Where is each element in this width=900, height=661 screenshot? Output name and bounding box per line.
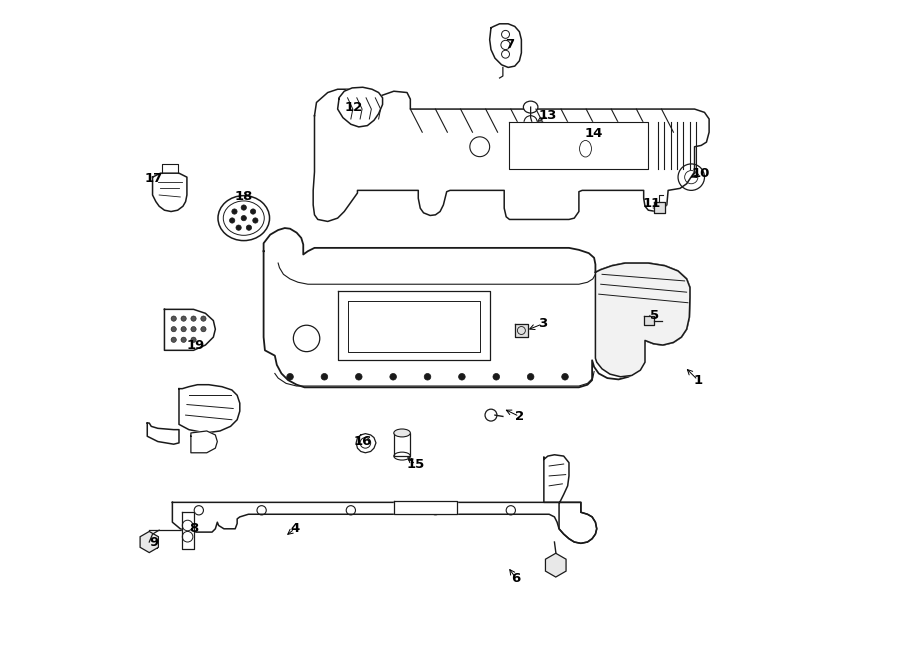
Text: 6: 6 — [511, 572, 521, 585]
Circle shape — [250, 209, 256, 214]
Polygon shape — [338, 87, 382, 127]
Polygon shape — [183, 512, 194, 549]
Text: 9: 9 — [149, 535, 158, 549]
Polygon shape — [148, 423, 179, 444]
Circle shape — [424, 373, 431, 380]
Circle shape — [356, 373, 362, 380]
Polygon shape — [394, 501, 456, 514]
Circle shape — [191, 316, 196, 321]
Circle shape — [241, 205, 247, 210]
Polygon shape — [338, 291, 490, 360]
Polygon shape — [173, 502, 597, 543]
Circle shape — [181, 316, 186, 321]
Polygon shape — [394, 433, 410, 456]
Text: 8: 8 — [189, 522, 198, 535]
Circle shape — [253, 218, 258, 223]
Polygon shape — [165, 309, 215, 350]
Circle shape — [459, 373, 465, 380]
Polygon shape — [179, 385, 239, 433]
Ellipse shape — [524, 101, 538, 113]
Polygon shape — [509, 122, 648, 169]
Text: 12: 12 — [345, 100, 364, 114]
Polygon shape — [356, 434, 376, 453]
Circle shape — [171, 327, 176, 332]
Polygon shape — [313, 89, 709, 221]
Circle shape — [562, 373, 568, 380]
Text: 7: 7 — [505, 38, 514, 52]
Circle shape — [181, 337, 186, 342]
Polygon shape — [653, 202, 665, 213]
Circle shape — [201, 316, 206, 321]
Circle shape — [321, 373, 328, 380]
Polygon shape — [264, 228, 690, 387]
Text: 5: 5 — [651, 309, 660, 322]
Circle shape — [191, 327, 196, 332]
Ellipse shape — [394, 429, 410, 437]
Polygon shape — [544, 455, 597, 543]
Text: 13: 13 — [538, 109, 557, 122]
Circle shape — [171, 316, 176, 321]
Polygon shape — [347, 301, 480, 352]
Circle shape — [493, 373, 500, 380]
Text: 16: 16 — [354, 435, 372, 448]
Polygon shape — [153, 173, 187, 212]
Text: 10: 10 — [692, 167, 710, 180]
Text: 14: 14 — [585, 127, 603, 140]
Text: 4: 4 — [290, 522, 300, 535]
Polygon shape — [191, 431, 217, 453]
Ellipse shape — [576, 136, 596, 161]
Circle shape — [191, 337, 196, 342]
Circle shape — [247, 225, 252, 230]
Text: 2: 2 — [515, 410, 524, 423]
Circle shape — [287, 373, 293, 380]
Circle shape — [232, 209, 237, 214]
Circle shape — [527, 373, 534, 380]
Circle shape — [241, 215, 247, 221]
Ellipse shape — [218, 196, 269, 241]
Circle shape — [201, 327, 206, 332]
Polygon shape — [644, 316, 653, 325]
Text: 18: 18 — [235, 190, 253, 204]
Polygon shape — [515, 324, 528, 337]
Text: 1: 1 — [693, 373, 702, 387]
Circle shape — [236, 225, 241, 230]
Text: 3: 3 — [538, 317, 547, 330]
Text: 17: 17 — [145, 172, 163, 185]
Polygon shape — [490, 24, 521, 67]
Circle shape — [181, 327, 186, 332]
Circle shape — [171, 337, 176, 342]
Circle shape — [390, 373, 397, 380]
Polygon shape — [596, 263, 690, 377]
Text: 15: 15 — [407, 458, 425, 471]
Circle shape — [230, 218, 235, 223]
Text: 19: 19 — [186, 338, 204, 352]
Text: 11: 11 — [643, 197, 661, 210]
